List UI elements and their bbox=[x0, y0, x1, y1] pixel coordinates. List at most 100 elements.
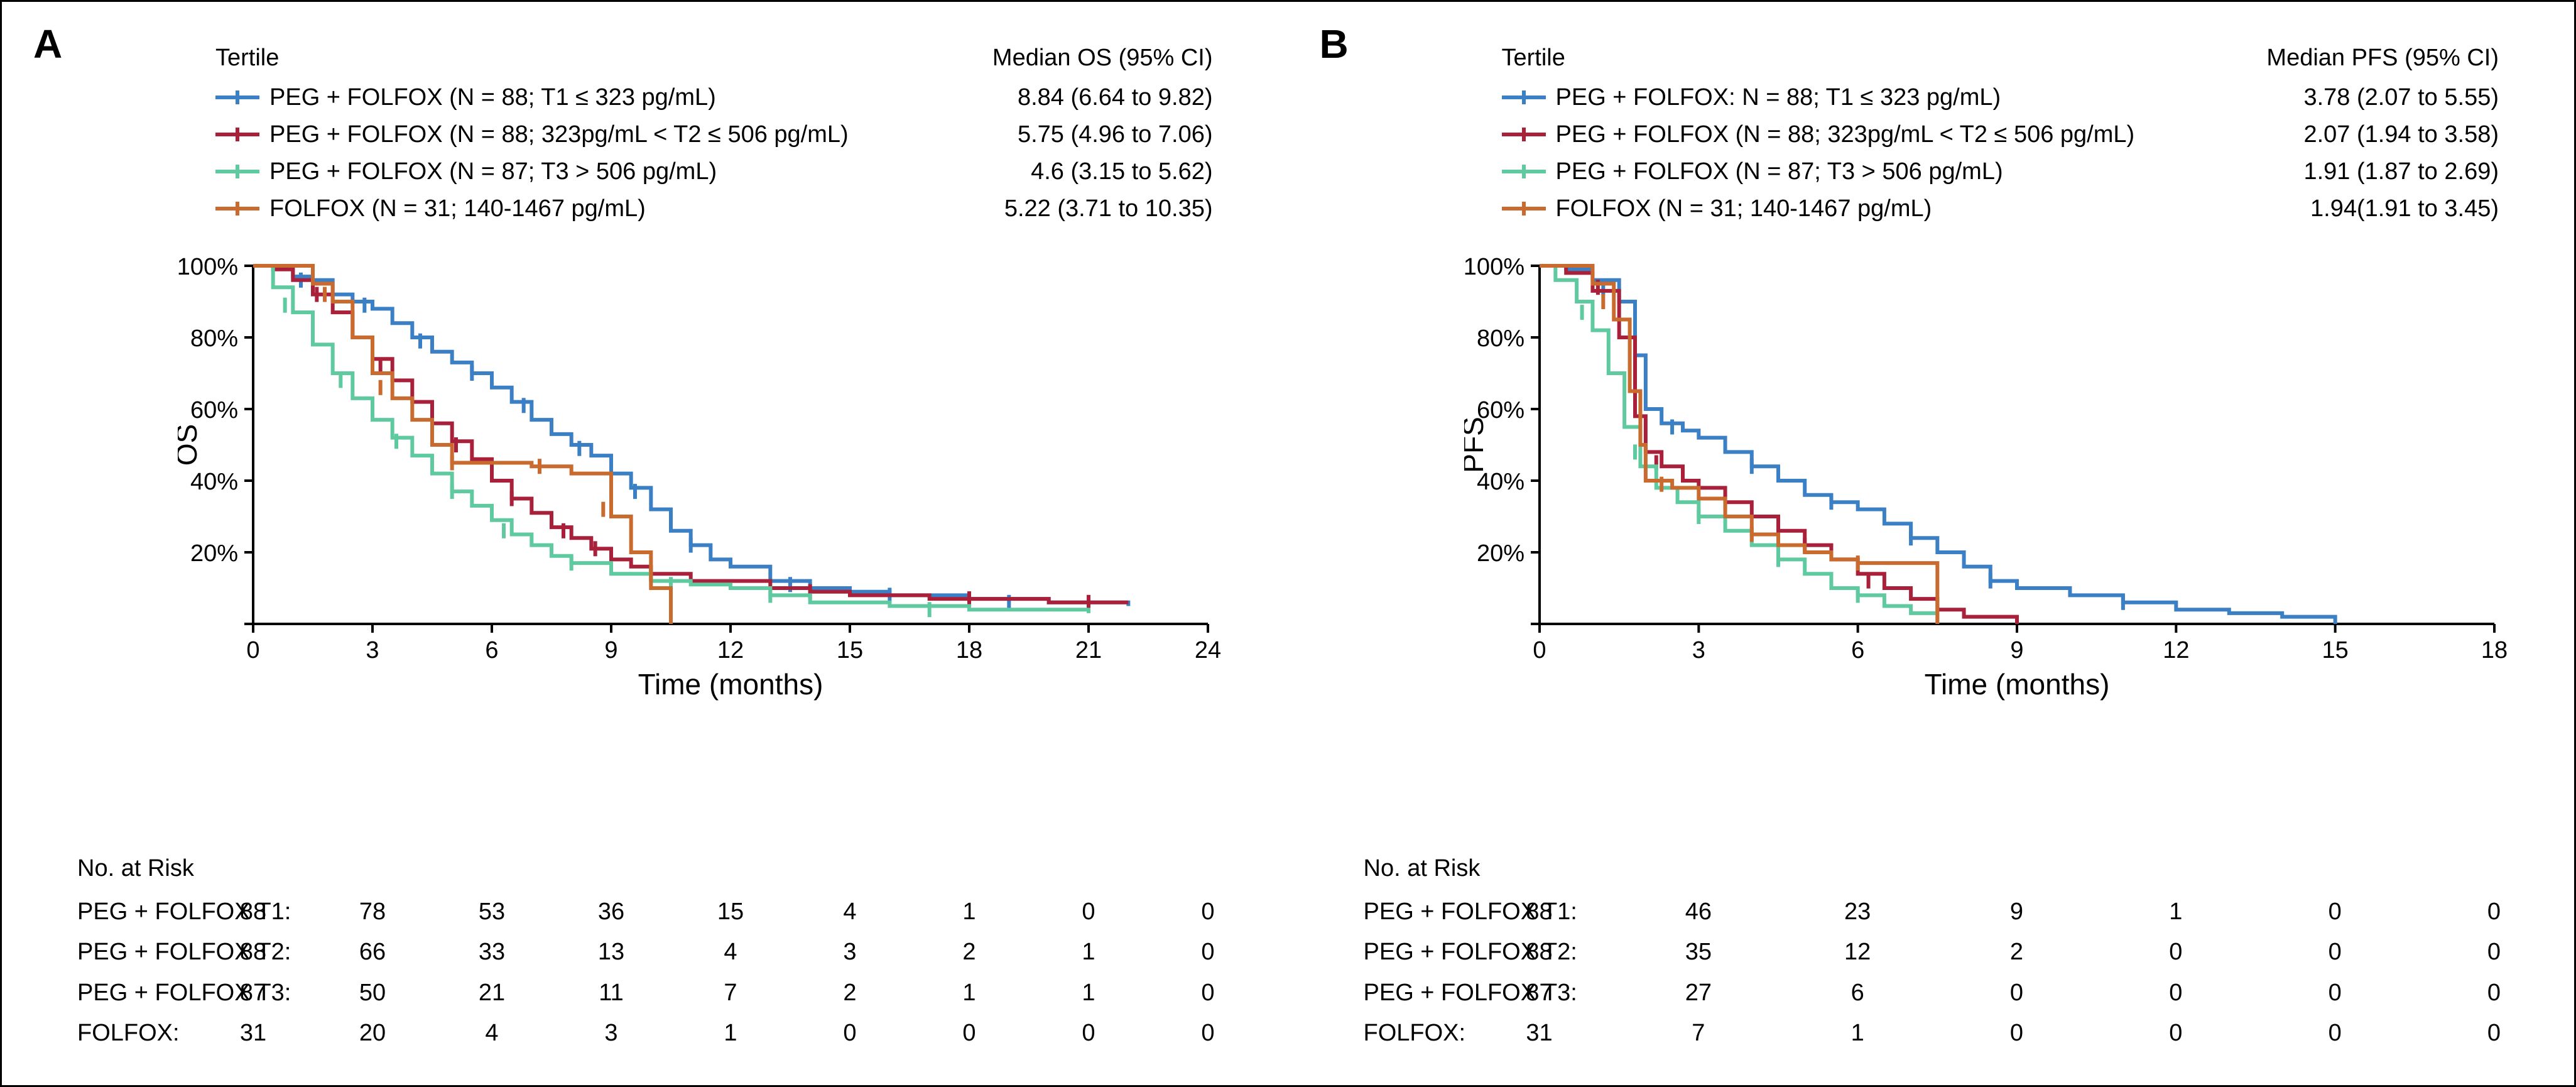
risk-label: PEG + FOLFOX T3: bbox=[77, 973, 329, 1013]
legend-label: PEG + FOLFOX: N = 88; T1 ≤ 323 pg/mL) bbox=[1556, 79, 2001, 116]
risk-cell: 88 bbox=[1508, 892, 1571, 932]
km-line-t1 bbox=[253, 266, 1128, 606]
legend-label: PEG + FOLFOX (N = 88; T1 ≤ 323 pg/mL) bbox=[269, 79, 716, 116]
risk-cell: 2 bbox=[818, 973, 881, 1013]
svg-text:0: 0 bbox=[246, 637, 259, 664]
panel-label-a: A bbox=[33, 21, 62, 67]
legend-b: Tertile Median PFS (95% CI) PEG + FOLFOX… bbox=[1502, 40, 2499, 227]
panel-b: B Tertile Median PFS (95% CI) PEG + FOLF… bbox=[1288, 2, 2575, 1085]
svg-text:80%: 80% bbox=[1476, 325, 1524, 352]
risk-label: PEG + FOLFOX T3: bbox=[1364, 973, 1615, 1013]
figure-container: A Tertile Median OS (95% CI) PEG + FOLFO… bbox=[0, 0, 2576, 1087]
risk-cell: 1 bbox=[699, 1013, 762, 1054]
svg-text:80%: 80% bbox=[190, 325, 238, 352]
risk-row: FOLFOX: 31710000 bbox=[1364, 1013, 2576, 1054]
risk-cell: 46 bbox=[1667, 892, 1730, 932]
risk-row: PEG + FOLFOX T2: 8866331343210 bbox=[77, 932, 1396, 973]
svg-text:9: 9 bbox=[604, 637, 617, 664]
risk-cell: 66 bbox=[341, 932, 404, 973]
legend-label: PEG + FOLFOX (N = 87; T3 > 506 pg/mL) bbox=[1556, 153, 2003, 190]
svg-text:OS: OS bbox=[178, 424, 203, 466]
legend-row-t2: PEG + FOLFOX (N = 88; 323pg/mL < T2 ≤ 50… bbox=[1502, 116, 2499, 153]
legend-row-t1: PEG + FOLFOX (N = 88; T1 ≤ 323 pg/mL) 8.… bbox=[215, 79, 1213, 116]
risk-cell: 53 bbox=[460, 892, 523, 932]
risk-cell: 1 bbox=[1826, 1013, 1889, 1054]
risk-cell: 31 bbox=[222, 1013, 285, 1054]
risk-cell: 9 bbox=[1986, 892, 2048, 932]
svg-text:21: 21 bbox=[1075, 637, 1102, 664]
svg-text:9: 9 bbox=[2010, 637, 2023, 664]
svg-text:PFS: PFS bbox=[1464, 417, 1489, 472]
risk-cells: 8846239100 bbox=[1615, 892, 2576, 929]
risk-table-a: No. at Risk PEG + FOLFOX T1: 88785336154… bbox=[77, 848, 1396, 1054]
risk-cell: 0 bbox=[2463, 973, 2526, 1013]
risk-cell: 88 bbox=[1508, 932, 1571, 973]
legend-row-t2: PEG + FOLFOX (N = 88; 323pg/mL < T2 ≤ 50… bbox=[215, 116, 1213, 153]
risk-cell: 7 bbox=[1667, 1013, 1730, 1054]
risk-cell: 2 bbox=[938, 932, 1001, 973]
risk-cell: 1 bbox=[1057, 932, 1120, 973]
legend-row-t1: PEG + FOLFOX: N = 88; T1 ≤ 323 pg/mL) 3.… bbox=[1502, 79, 2499, 116]
legend-median: 3.78 (2.07 to 5.55) bbox=[2303, 79, 2499, 116]
km-line-t3 bbox=[253, 266, 1089, 613]
risk-label: FOLFOX: bbox=[77, 1013, 329, 1054]
risk-cell: 0 bbox=[1986, 973, 2048, 1013]
svg-text:15: 15 bbox=[2322, 637, 2348, 664]
legend-row-t3: PEG + FOLFOX (N = 87; T3 > 506 pg/mL) 4.… bbox=[215, 153, 1213, 190]
svg-text:6: 6 bbox=[485, 637, 498, 664]
risk-cells: 31204310000 bbox=[329, 1013, 1396, 1051]
risk-cell: 87 bbox=[1508, 973, 1571, 1013]
svg-text:3: 3 bbox=[366, 637, 379, 664]
svg-text:100%: 100% bbox=[178, 254, 238, 280]
risk-cell: 0 bbox=[2303, 932, 2366, 973]
legend-label: PEG + FOLFOX (N = 87; T3 > 506 pg/mL) bbox=[269, 153, 717, 190]
legend-median: 8.84 (6.64 to 9.82) bbox=[1018, 79, 1213, 116]
svg-text:60%: 60% bbox=[190, 397, 238, 423]
risk-label: PEG + FOLFOX T1: bbox=[1364, 892, 1615, 932]
legend-row-folfox: FOLFOX (N = 31; 140-1467 pg/mL) 1.94(1.9… bbox=[1502, 190, 2499, 227]
risk-cell: 4 bbox=[818, 892, 881, 932]
risk-label: PEG + FOLFOX T2: bbox=[1364, 932, 1615, 973]
risk-cell: 20 bbox=[341, 1013, 404, 1054]
legend-label: FOLFOX (N = 31; 140-1467 pg/mL) bbox=[269, 190, 646, 227]
chart-a: 20%40%60%80%100%03691215182124Time (mont… bbox=[178, 253, 1220, 706]
median-header: Median OS (95% CI) bbox=[992, 40, 1213, 77]
svg-text:24: 24 bbox=[1195, 637, 1220, 664]
risk-cell: 21 bbox=[460, 973, 523, 1013]
risk-cell: 0 bbox=[1177, 973, 1239, 1013]
risk-cell: 23 bbox=[1826, 892, 1889, 932]
risk-cell: 12 bbox=[1826, 932, 1889, 973]
risk-cell: 31 bbox=[1508, 1013, 1571, 1054]
risk-cell: 3 bbox=[818, 932, 881, 973]
svg-text:12: 12 bbox=[717, 637, 744, 664]
risk-cell: 11 bbox=[580, 973, 643, 1013]
risk-row: PEG + FOLFOX T1: 88785336154100 bbox=[77, 892, 1396, 932]
tertile-header: Tertile bbox=[215, 40, 279, 77]
risk-label: PEG + FOLFOX T2: bbox=[77, 932, 329, 973]
risk-row: PEG + FOLFOX T1: 8846239100 bbox=[1364, 892, 2576, 932]
risk-cell: 1 bbox=[938, 892, 1001, 932]
legend-label: FOLFOX (N = 31; 140-1467 pg/mL) bbox=[1556, 190, 1932, 227]
risk-cell: 0 bbox=[2303, 1013, 2366, 1054]
legend-median: 1.91 (1.87 to 2.69) bbox=[2303, 153, 2499, 190]
svg-text:Time (months): Time (months) bbox=[1924, 668, 2109, 701]
risk-cell: 27 bbox=[1667, 973, 1730, 1013]
svg-text:15: 15 bbox=[837, 637, 863, 664]
legend-label: PEG + FOLFOX (N = 88; 323pg/mL < T2 ≤ 50… bbox=[269, 116, 849, 153]
risk-cell: 1 bbox=[2144, 892, 2207, 932]
risk-cell: 0 bbox=[2303, 973, 2366, 1013]
legend-row-folfox: FOLFOX (N = 31; 140-1467 pg/mL) 5.22 (3.… bbox=[215, 190, 1213, 227]
risk-cell: 88 bbox=[222, 932, 285, 973]
risk-cells: 88785336154100 bbox=[329, 892, 1396, 929]
risk-cell: 35 bbox=[1667, 932, 1730, 973]
svg-text:0: 0 bbox=[1533, 637, 1546, 664]
risk-cell: 33 bbox=[460, 932, 523, 973]
risk-cell: 0 bbox=[1177, 892, 1239, 932]
risk-cell: 50 bbox=[341, 973, 404, 1013]
panel-label-b: B bbox=[1320, 21, 1349, 67]
risk-cell: 0 bbox=[2303, 892, 2366, 932]
risk-cell: 3 bbox=[580, 1013, 643, 1054]
risk-cell: 0 bbox=[1177, 932, 1239, 973]
risk-cell: 0 bbox=[2144, 973, 2207, 1013]
km-line-folfox bbox=[1540, 266, 1937, 624]
